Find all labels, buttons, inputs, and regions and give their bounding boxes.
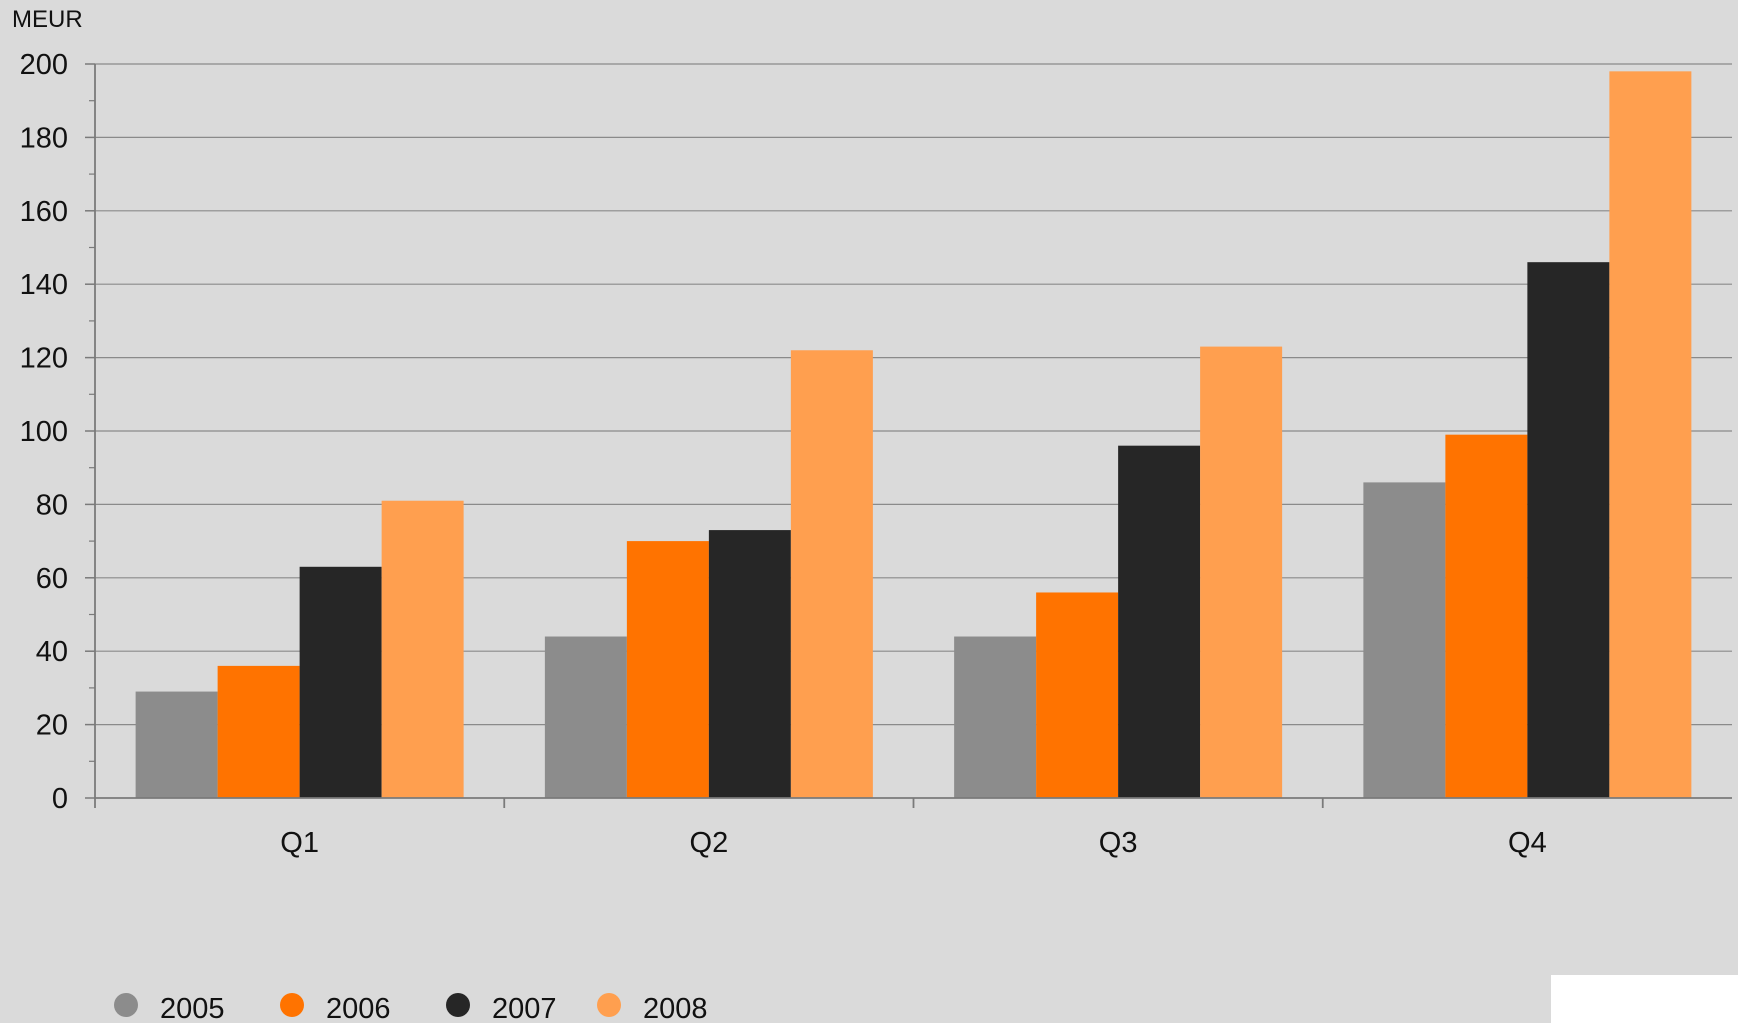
y-tick-label: 100 [20, 416, 68, 448]
x-tick-label-Q2: Q2 [690, 827, 729, 859]
bar-2005-Q4 [1363, 482, 1446, 798]
y-tick-label: 60 [36, 563, 68, 595]
legend-label-2005: 2005 [160, 993, 225, 1023]
x-tick-label-Q1: Q1 [280, 827, 319, 859]
bar-2007-Q3 [1118, 445, 1201, 798]
y-axis-unit-label: MEUR [12, 6, 83, 33]
y-tick-label: 180 [20, 122, 68, 154]
legend-label-2008: 2008 [643, 993, 708, 1023]
bar-2008-Q4 [1609, 71, 1692, 799]
bar-2006-Q3 [1036, 592, 1119, 798]
y-tick-label: 120 [20, 343, 68, 375]
y-tick-label: 140 [20, 269, 68, 301]
legend-swatch-2006 [280, 993, 304, 1017]
legend-swatch-2005 [114, 993, 138, 1017]
bar-2008-Q1 [381, 500, 464, 798]
legend-label-2006: 2006 [326, 993, 391, 1023]
y-tick-label: 200 [20, 49, 68, 81]
axes [85, 63, 1732, 808]
legend-swatch-2008 [597, 993, 621, 1017]
bar-2008-Q2 [790, 350, 873, 798]
bar-2006-Q2 [626, 541, 709, 798]
bar-2005-Q1 [135, 691, 218, 798]
white-corner-patch [1551, 975, 1738, 1023]
y-tick-label: 0 [52, 783, 68, 815]
bar-2007-Q2 [708, 530, 791, 798]
bars [135, 71, 1692, 799]
bar-2007-Q1 [299, 566, 382, 798]
y-tick-label: 160 [20, 196, 68, 228]
y-tick-label: 20 [36, 710, 68, 742]
legend: 2005 2006 2007 2008 [114, 993, 708, 1023]
x-tick-label-Q3: Q3 [1099, 827, 1138, 859]
bar-2006-Q1 [217, 665, 300, 798]
x-tick-label-Q4: Q4 [1508, 827, 1547, 859]
y-tick-label: 40 [36, 636, 68, 668]
bar-2005-Q3 [954, 636, 1037, 798]
bar-2006-Q4 [1445, 434, 1528, 798]
bar-2005-Q2 [544, 636, 627, 798]
tick-labels: 0 20 40 60 80 100 120 140 160 180 200 Q1 Q2 Q3 Q4 [20, 49, 1547, 859]
bar-2008-Q3 [1200, 346, 1283, 798]
y-tick-label: 80 [36, 489, 68, 521]
bar-2007-Q4 [1527, 262, 1610, 798]
legend-label-2007: 2007 [492, 993, 557, 1023]
legend-swatch-2007 [446, 993, 470, 1017]
